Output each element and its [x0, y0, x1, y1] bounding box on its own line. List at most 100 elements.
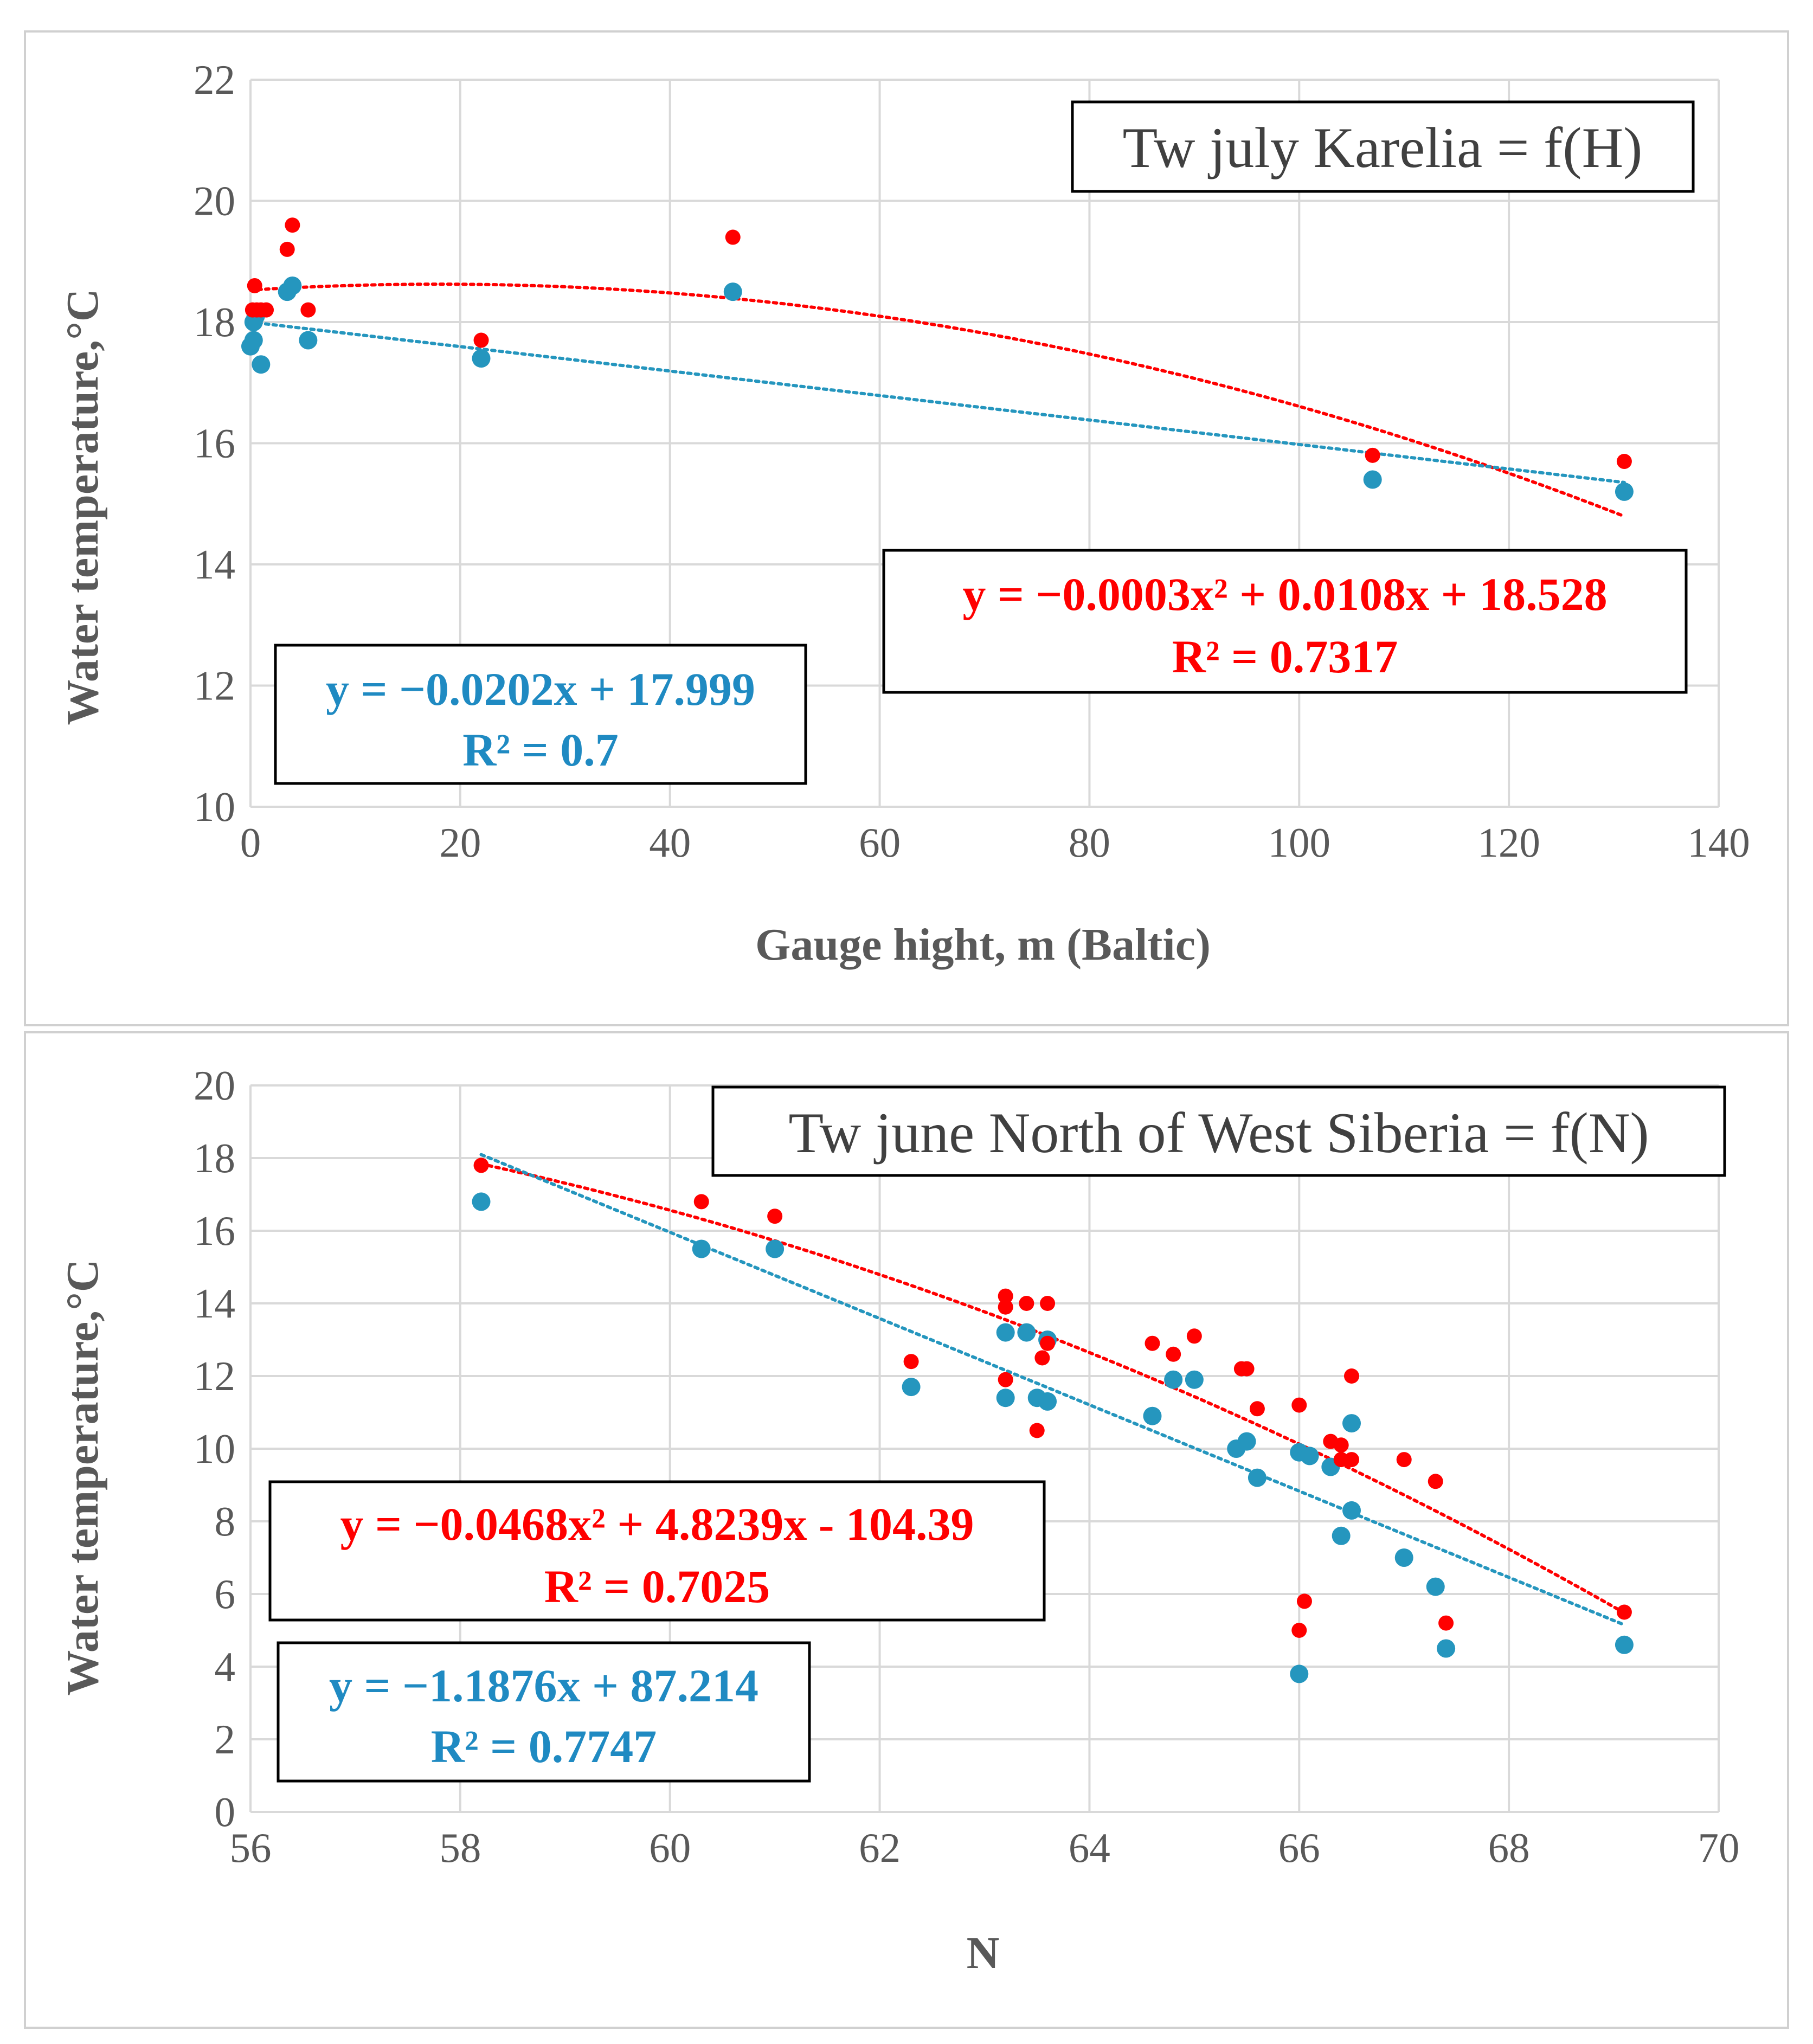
chart-karelia-y-tick-label: 22 [194, 56, 235, 103]
chart-siberia-point-red [1296, 1593, 1312, 1609]
chart-karelia-y-tick-label: 18 [194, 299, 235, 345]
chart-karelia-x-tick-label: 80 [1069, 819, 1110, 866]
chart-karelia-points [241, 217, 1634, 501]
chart-karelia-point-blue [244, 331, 263, 350]
chart-karelia-point-red [473, 332, 489, 348]
chart-siberia-point-blue [1332, 1526, 1351, 1545]
chart-karelia-point-red [285, 217, 300, 233]
chart-siberia-point-blue [1038, 1392, 1057, 1411]
chart-siberia-point-red [1249, 1401, 1265, 1417]
chart-siberia-y-tick-label: 20 [194, 1062, 235, 1109]
chart-karelia-point-red [725, 229, 741, 245]
chart-siberia-title: Tw june North of West Siberia = f(N) [788, 1101, 1649, 1165]
blue-r-squared: R² = 0.7747 [431, 1720, 657, 1772]
chart-karelia-x-tick-label: 100 [1268, 819, 1331, 866]
chart-karelia-title-box: Tw july Karelia = f(H) [1071, 100, 1695, 193]
chart-karelia-frame [24, 30, 1789, 1026]
chart-siberia-title-box: Tw june North of West Siberia = f(N) [711, 1085, 1726, 1177]
chart-siberia-point-blue [1615, 1635, 1634, 1654]
chart-siberia-point-blue [1017, 1323, 1036, 1342]
chart-siberia-y-tick-label: 12 [194, 1353, 235, 1399]
chart-siberia-point-red [1291, 1397, 1307, 1413]
chart-karelia-point-red [259, 302, 274, 318]
chart-karelia-point-blue [283, 276, 302, 295]
chart-siberia-y-tick-label: 0 [215, 1789, 236, 1835]
chart-siberia-x-tick-label: 66 [1278, 1824, 1320, 1871]
chart-siberia-point-red [767, 1209, 783, 1224]
chart-siberia-point-blue [996, 1389, 1015, 1407]
chart-siberia-x-tick-label: 58 [439, 1824, 481, 1871]
chart-siberia-x-tick-label: 64 [1069, 1824, 1110, 1871]
chart-karelia-y-tick-label: 14 [194, 541, 235, 588]
chart-siberia-points [472, 1158, 1634, 1683]
chart-siberia-red-equation-box: y = −0.0468x² + 4.8239x - 104.39 R² = 0.… [268, 1480, 1046, 1622]
chart-siberia-point-red [473, 1158, 489, 1173]
chart-karelia-point-red [300, 302, 316, 318]
chart-karelia-trendline-red [249, 282, 1626, 518]
chart-siberia-point-red [998, 1288, 1013, 1304]
chart-siberia-point-blue [1237, 1432, 1256, 1451]
chart-karelia-y-axis-title: Water temperature,°C [57, 289, 108, 725]
chart-siberia-x-ticks: 56 58 60 62 64 66 68 70 [230, 1824, 1740, 1871]
chart-siberia-x-tick-label: 62 [859, 1824, 901, 1871]
red-equation: y = −0.0468x² + 4.8239x - 104.39 [340, 1498, 974, 1550]
chart-karelia-point-red [1616, 454, 1632, 470]
chart-siberia-point-red [1333, 1452, 1349, 1468]
chart-siberia-x-axis-title: N [967, 1928, 1000, 1978]
chart-karelia-point-blue [472, 349, 491, 368]
chart-siberia-point-red [1344, 1368, 1359, 1384]
chart-siberia-point-red [1019, 1296, 1034, 1311]
chart-siberia-y-axis-title: Water temperature,°C [57, 1259, 108, 1696]
chart-siberia-x-tick-label: 68 [1488, 1824, 1530, 1871]
chart-karelia-y-tick-label: 20 [194, 178, 235, 224]
chart-siberia-point-blue [1248, 1468, 1266, 1487]
blue-r-squared: R² = 0.7 [462, 724, 618, 776]
chart-siberia-point-blue [692, 1239, 711, 1258]
chart-siberia-y-tick-label: 8 [215, 1498, 236, 1545]
chart-siberia-point-red [1166, 1346, 1181, 1362]
chart-siberia-point-red [998, 1299, 1013, 1315]
chart-siberia-point-red [1239, 1361, 1255, 1377]
chart-karelia-title: Tw july Karelia = f(H) [1123, 116, 1643, 179]
chart-karelia-y-tick-label: 16 [194, 420, 235, 467]
chart-karelia-x-axis-title: Gauge hight, m (Baltic) [755, 920, 1211, 970]
red-r-squared: R² = 0.7025 [544, 1560, 770, 1612]
chart-siberia-blue-equation-box: y = −1.1876x + 87.214 R² = 0.7747 [277, 1641, 811, 1783]
chart-karelia-point-red [279, 241, 295, 257]
chart-siberia-point-blue [1394, 1548, 1413, 1567]
chart-siberia-point-red [1438, 1615, 1454, 1631]
chart-siberia-y-tick-label: 10 [194, 1425, 235, 1472]
chart-karelia-y-tick-label: 10 [194, 783, 235, 830]
chart-karelia-point-blue [1615, 482, 1634, 501]
chart-karelia: 10 12 14 16 18 20 22 0 20 40 60 80 100 120 140 Water … [24, 30, 1789, 1026]
chart-siberia-y-ticks: 0 2 4 6 8 10 12 14 16 18 20 [194, 1062, 235, 1835]
chart-siberia-x-tick-label: 60 [649, 1824, 691, 1871]
chart-karelia-trendlines [249, 282, 1626, 518]
chart-siberia-point-blue [902, 1378, 921, 1397]
chart-siberia-point-blue [996, 1323, 1015, 1342]
chart-karelia-x-ticks: 0 20 40 60 80 100 120 140 [240, 819, 1750, 866]
chart-karelia-red-equation-box: y = −0.0003x² + 0.0108x + 18.528 R² = 0.… [882, 549, 1688, 694]
chart-siberia-point-red [1186, 1328, 1202, 1344]
chart-siberia-point-red [903, 1354, 919, 1370]
chart-siberia-point-blue [1300, 1447, 1319, 1465]
chart-siberia-y-tick-label: 2 [215, 1716, 236, 1763]
blue-equation: y = −0.0202x + 17.999 [326, 663, 755, 715]
chart-siberia-point-red [1428, 1474, 1443, 1489]
chart-karelia-point-blue [299, 331, 318, 350]
chart-karelia-point-blue [1363, 470, 1382, 489]
chart-karelia-point-red [1365, 447, 1380, 463]
blue-equation: y = −1.1876x + 87.214 [329, 1660, 758, 1712]
chart-siberia-point-blue [1437, 1639, 1456, 1658]
chart-siberia-point-blue [1290, 1664, 1309, 1683]
chart-siberia-y-tick-label: 4 [215, 1643, 236, 1690]
red-r-squared: R² = 0.7317 [1172, 631, 1398, 683]
chart-siberia-point-blue [766, 1239, 785, 1258]
chart-siberia-trendline-blue [479, 1153, 1626, 1627]
chart-siberia-x-tick-label: 70 [1698, 1824, 1740, 1871]
chart-karelia-x-tick-label: 0 [240, 819, 261, 866]
chart-karelia-y-ticks: 10 12 14 16 18 20 22 [194, 56, 235, 830]
chart-karelia-point-blue [252, 355, 271, 374]
chart-siberia-point-red [1396, 1452, 1412, 1468]
